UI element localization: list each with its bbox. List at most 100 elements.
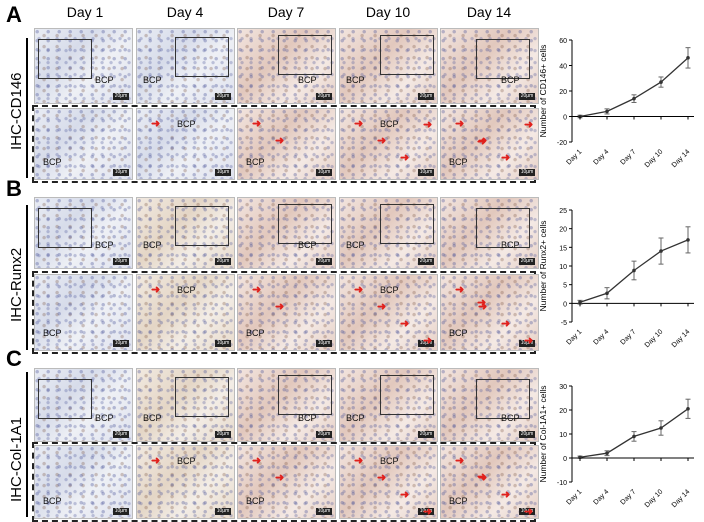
micrograph-zoom: BCP 10μm	[34, 445, 133, 519]
day-header-14: Day 14	[466, 4, 512, 20]
tissue-texture	[441, 275, 538, 350]
red-arrow: ➜	[455, 284, 465, 296]
scale-bar-10um: 10μm	[418, 169, 434, 176]
red-arrow: ➜	[151, 118, 161, 130]
micrograph-zoom: BCP 10μm ➜ ➜ ➜ ➜	[339, 108, 438, 180]
data-point	[605, 291, 609, 296]
tissue-texture	[35, 198, 132, 268]
y-tick-label: 0	[563, 456, 567, 463]
x-tick-label: Day 4	[593, 328, 611, 346]
scale-bar-20um: 20μm	[215, 93, 231, 100]
scale-bar-20um: 20μm	[418, 93, 434, 100]
red-arrow: ➜	[275, 135, 285, 147]
red-arrow: ➜	[354, 455, 364, 467]
red-arrow: ➜	[455, 455, 465, 467]
zoom-region-box	[278, 204, 332, 244]
zoom-region-box	[380, 35, 434, 75]
micrograph-zoom: BCP 10μm ➜ ➜	[237, 274, 336, 351]
micrograph-zoom: BCP 10μm ➜ ➜	[237, 445, 336, 519]
row-bar-c	[26, 372, 28, 517]
bcp-label: BCP	[246, 328, 265, 338]
x-tick-label: Day 7	[620, 488, 638, 506]
tissue-texture	[340, 29, 437, 103]
red-arrow: ➜	[478, 472, 488, 484]
bcp-label: BCP	[346, 75, 365, 85]
red-arrow: ➜	[423, 335, 433, 347]
y-tick-label: 10	[559, 432, 567, 439]
scale-bar-20um: 20μm	[316, 431, 332, 438]
red-arrow: ➜	[252, 284, 262, 296]
x-tick-label: Day 10	[644, 328, 665, 349]
data-point	[632, 96, 636, 101]
bcp-label: BCP	[298, 75, 317, 85]
day-header-1: Day 1	[66, 4, 104, 20]
tissue-texture	[137, 369, 234, 441]
x-tick-label: Day 7	[620, 148, 638, 166]
y-tick-label: -10	[557, 480, 567, 487]
micrograph-zoom: BCP 10μm ➜ ➜	[237, 108, 336, 180]
zoom-region-box	[175, 37, 229, 77]
y-tick-label: 20	[559, 89, 567, 96]
red-arrow: ➜	[377, 472, 387, 484]
bcp-label: BCP	[298, 413, 317, 423]
micrograph-overview: BCP 20μm	[136, 28, 235, 104]
micrograph-zoom: BCP 10μm	[34, 108, 133, 180]
scale-bar-20um: 20μm	[519, 431, 535, 438]
zoom-region-box	[175, 206, 229, 246]
red-arrow: ➜	[524, 506, 534, 518]
scale-bar-20um: 20μm	[418, 258, 434, 265]
red-arrow: ➜	[275, 472, 285, 484]
tissue-texture	[35, 109, 132, 179]
tissue-texture	[340, 275, 437, 350]
scale-bar-10um: 10μm	[316, 169, 332, 176]
micrograph-overview: BCP 20μm	[34, 368, 133, 442]
micrograph-zoom: BCP 10μm ➜ ➜ ➜ ➜ ➜	[440, 274, 539, 351]
y-tick-label: 20	[559, 408, 567, 415]
red-arrow: ➜	[423, 119, 433, 131]
zoom-region-box	[38, 208, 92, 248]
bcp-label: BCP	[177, 456, 196, 466]
tissue-texture	[441, 198, 538, 268]
line-chart-cd146: -20 0 20 40 60 Number of CD146+ cells Day 1 Day…	[538, 38, 694, 169]
y-tick-label: 0	[563, 301, 567, 308]
tissue-texture	[35, 275, 132, 350]
bcp-label: BCP	[143, 413, 162, 423]
data-point	[605, 451, 609, 455]
tissue-texture	[238, 198, 335, 268]
red-arrow: ➜	[377, 301, 387, 313]
zoom-region-box	[476, 39, 530, 79]
data-point	[659, 249, 663, 253]
scale-bar-10um: 10μm	[215, 340, 231, 347]
red-arrow: ➜	[477, 136, 487, 148]
scale-bar-10um: 10μm	[418, 340, 434, 347]
x-tick-label: Day 10	[644, 488, 665, 509]
zoom-region-box	[38, 39, 92, 79]
red-arrow: ➜	[354, 118, 364, 130]
zoom-region-box	[380, 375, 434, 415]
scale-bar-10um: 10μm	[316, 508, 332, 515]
micrograph-zoom: BCP 10μm ➜	[136, 445, 235, 519]
red-arrow: ➜	[354, 284, 364, 296]
micrograph-overview: BCP 20μm	[34, 197, 133, 269]
tissue-texture	[35, 29, 132, 103]
y-tick-label: 25	[559, 208, 567, 215]
bcp-label: BCP	[449, 157, 468, 167]
scale-bar-10um: 10μm	[418, 508, 434, 515]
scale-bar-20um: 20μm	[519, 258, 535, 265]
micrograph-zoom: BCP 10μm ➜ ➜ ➜ ➜ ➜	[440, 108, 539, 180]
y-tick-label: -20	[557, 140, 567, 147]
red-arrow: ➜	[501, 318, 511, 330]
micrograph-zoom: BCP 10μm ➜	[136, 108, 235, 180]
data-point	[605, 109, 609, 114]
scale-bar-10um: 10μm	[519, 340, 535, 347]
day-header-4: Day 4	[166, 4, 204, 20]
bcp-label: BCP	[177, 285, 196, 295]
y-tick-label: 5	[563, 283, 567, 290]
micrograph-overview: BCP 20μm	[237, 28, 336, 104]
scale-bar-10um: 10μm	[519, 508, 535, 515]
tissue-texture	[35, 369, 132, 441]
tissue-texture	[137, 198, 234, 268]
bcp-label: BCP	[43, 496, 62, 506]
zoom-region-box	[278, 35, 332, 75]
y-tick-label: 15	[559, 245, 567, 252]
